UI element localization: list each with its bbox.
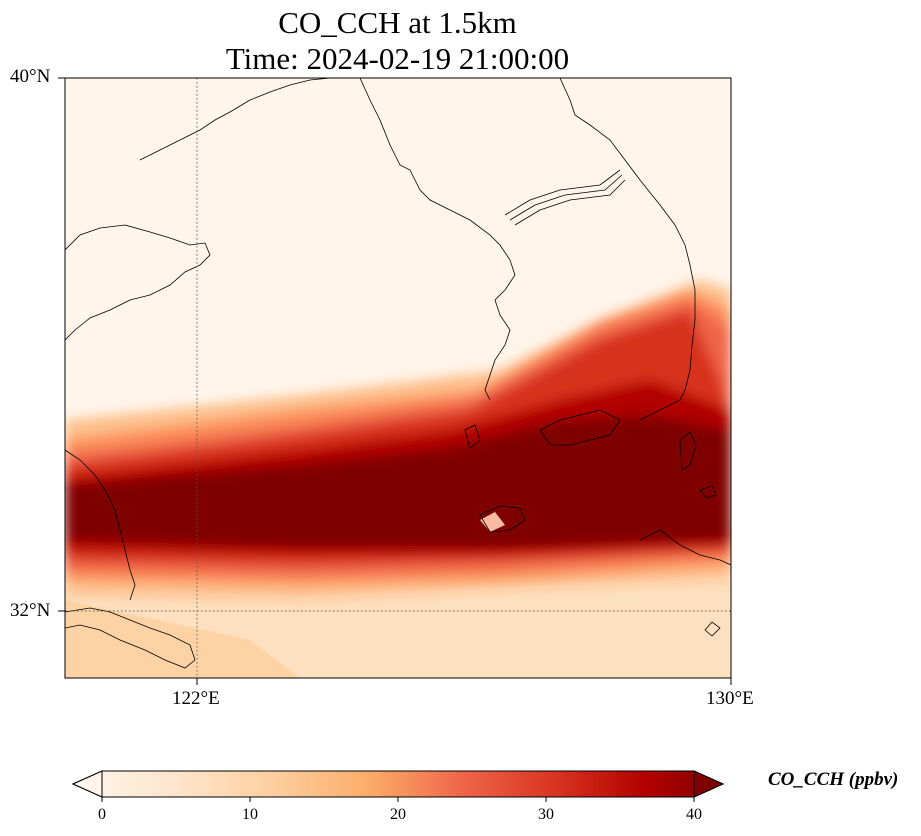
map-frame [64, 77, 732, 679]
colorbar-tick-10: 10 [242, 806, 258, 823]
colorbar-max-extension [693, 770, 725, 798]
title-variable: CO_CCH at 1.5km [278, 5, 517, 40]
map-panel [65, 78, 731, 678]
colorbar-tick-30: 30 [538, 806, 554, 823]
colorbar-tick-20: 20 [390, 806, 406, 823]
gridlines [65, 78, 731, 678]
lon-label-130e: 130°E [706, 688, 754, 709]
colorbar-min-extension [71, 770, 103, 798]
colorbar-tick-0: 0 [98, 806, 106, 823]
title-time: Time: 2024-02-19 21:00:00 [225, 41, 570, 76]
lon-label-122e: 122°E [172, 688, 220, 709]
plume-lower-left [65, 600, 300, 678]
axis-ticks [58, 77, 732, 685]
colorbar-label: CO_CCH (ppbv) [768, 769, 899, 790]
colorbar-body [71, 770, 725, 798]
lat-label-32n: 32°N [10, 600, 51, 621]
colorbar [71, 770, 725, 802]
coastlines [65, 78, 731, 669]
plume-hole [480, 512, 505, 532]
co-plume [65, 280, 731, 600]
colorbar-tick-40: 40 [686, 806, 702, 823]
lat-label-40n: 40°N [10, 66, 51, 87]
